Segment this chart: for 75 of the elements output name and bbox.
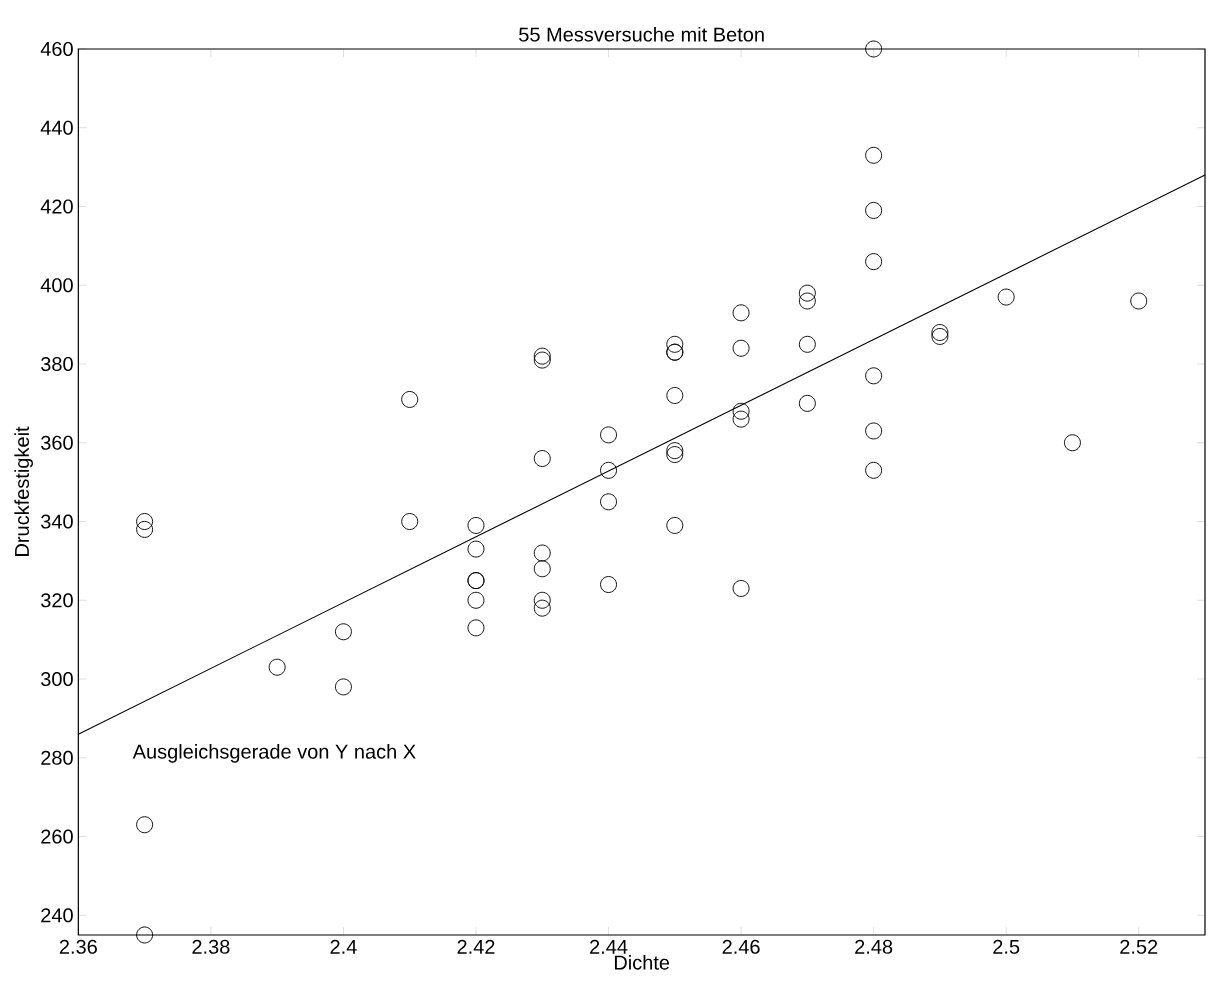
point (865, 40, 883, 58)
y-tick-label: 360 (41, 435, 73, 450)
y-tick-label: 300 (41, 671, 73, 687)
annotation: Ausgleichsgerade von Y nach X (132, 744, 416, 763)
point (600, 461, 617, 479)
point (997, 288, 1015, 306)
point (467, 540, 485, 558)
y-tick-label: 320 (41, 593, 73, 608)
y-tick-label: 440 (40, 120, 73, 135)
point (1130, 292, 1148, 310)
point (467, 516, 485, 534)
point (533, 347, 551, 365)
point (732, 410, 750, 428)
point (865, 461, 883, 479)
point (401, 390, 419, 408)
point (666, 446, 684, 464)
point (533, 450, 551, 467)
point (467, 619, 485, 637)
point (931, 327, 949, 345)
x-tick-label: 2.52 (1120, 939, 1158, 954)
point (732, 579, 750, 597)
point (732, 402, 750, 420)
x-tick-label: 2.5 (993, 939, 1020, 954)
point (533, 599, 551, 617)
point (666, 387, 684, 404)
point (865, 146, 883, 164)
x-tick-label: 2.42 (457, 939, 495, 954)
x-tick-label: 2.46 (722, 939, 760, 954)
point (1063, 434, 1081, 452)
point (467, 591, 485, 609)
point (136, 816, 154, 834)
point (666, 335, 684, 353)
chart-title: 55 Messversuche mit Beton (519, 26, 764, 42)
y-tick-label: 340 (41, 514, 73, 529)
point (798, 284, 816, 302)
y-axis-title: Druckfestigkeit (14, 426, 33, 556)
point (334, 678, 352, 696)
point (401, 513, 419, 530)
x-tick-label: 2.36 (59, 939, 97, 954)
y-tick-label: 240 (41, 908, 73, 923)
x-tick-label: 2.38 (192, 939, 230, 954)
point (600, 576, 617, 593)
point (136, 513, 154, 530)
point (798, 335, 816, 353)
point (798, 292, 816, 310)
y-tick-label: 420 (40, 199, 73, 214)
point (136, 926, 154, 944)
point (533, 560, 551, 578)
y-tick-label: 260 (41, 829, 73, 844)
point (865, 201, 883, 219)
point (666, 516, 684, 534)
x-tick-label: 2.44 (590, 939, 628, 954)
point (798, 394, 816, 412)
point (732, 339, 750, 357)
point (865, 422, 883, 440)
point (334, 623, 352, 641)
point (533, 544, 551, 562)
point (600, 493, 617, 511)
point (533, 351, 551, 369)
point (136, 520, 154, 538)
y-tick-label: 380 (41, 356, 73, 372)
point (533, 591, 551, 609)
y-tick-label: 400 (40, 278, 73, 293)
point (600, 426, 617, 444)
point (666, 442, 684, 460)
y-tick-label: 280 (41, 750, 73, 765)
point (865, 253, 883, 271)
y-tick-label: 460 (40, 41, 73, 57)
x-axis-title: Dichte (614, 955, 670, 970)
point (865, 367, 883, 385)
x-tick-label: 2.4 (330, 939, 357, 954)
point (268, 658, 286, 676)
x-tick-label: 2.48 (855, 939, 893, 954)
point (732, 304, 750, 322)
point (931, 324, 949, 341)
